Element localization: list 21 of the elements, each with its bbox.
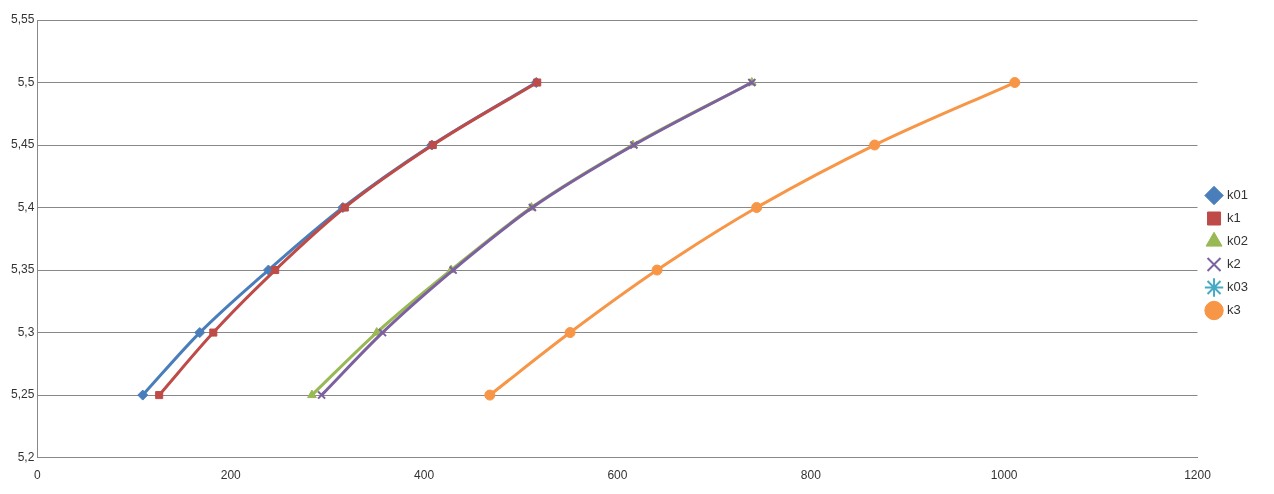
y-tick-label: 5,3 xyxy=(17,324,35,339)
legend-label: k2 xyxy=(1227,256,1241,272)
legend-label: k03 xyxy=(1227,279,1249,295)
y-tick-label: 5,4 xyxy=(17,199,35,214)
x-tick-label: 800 xyxy=(800,468,822,483)
y-tick-label: 5,5 xyxy=(17,74,35,89)
legend-label: k1 xyxy=(1227,210,1241,226)
x-tick-label: 0 xyxy=(34,468,42,483)
x-tick-label: 200 xyxy=(220,468,242,483)
x-tick-label: 1000 xyxy=(990,468,1018,483)
y-tick-label: 5,45 xyxy=(11,137,35,152)
legend-label: k01 xyxy=(1227,187,1249,203)
y-tick-label: 5,2 xyxy=(17,449,35,464)
y-tick-label: 5,55 xyxy=(11,12,35,27)
legend-label: k02 xyxy=(1227,233,1249,249)
y-tick-label: 5,25 xyxy=(11,387,35,402)
x-tick-label: 400 xyxy=(414,468,435,483)
x-tick-label: 600 xyxy=(607,468,628,483)
y-tick-label: 5,35 xyxy=(11,262,35,277)
x-tick-label: 1200 xyxy=(1184,468,1212,483)
legend-label: k3 xyxy=(1227,302,1241,318)
